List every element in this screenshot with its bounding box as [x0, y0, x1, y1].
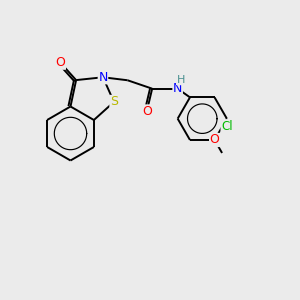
Text: Cl: Cl — [221, 120, 233, 133]
Text: O: O — [210, 134, 220, 146]
Text: S: S — [110, 95, 118, 108]
Text: O: O — [142, 105, 152, 118]
Text: O: O — [56, 56, 65, 69]
Text: N: N — [98, 71, 108, 84]
Text: H: H — [176, 75, 185, 85]
Text: N: N — [173, 82, 182, 95]
